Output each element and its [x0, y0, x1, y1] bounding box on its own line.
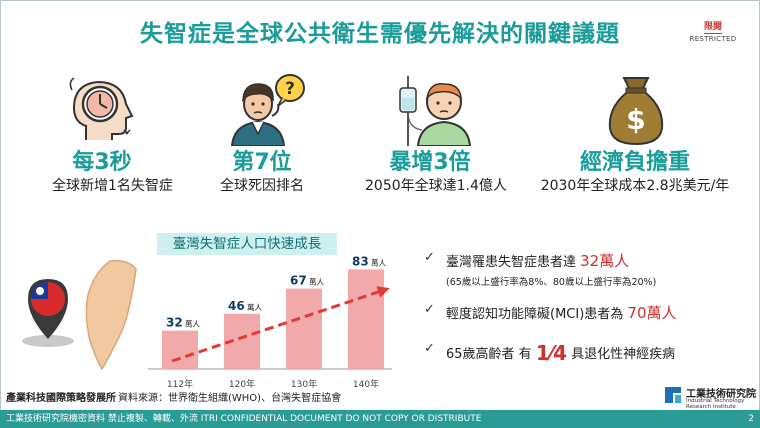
stat-new-case: 每3秒 全球新增1名失智症 — [52, 150, 173, 196]
bar-140年 — [348, 269, 384, 369]
bar-unit-label: 萬人 — [309, 277, 324, 287]
bullet-item: ✓ 65歲高齡者 有 1⁄4 具退化性神經疾病 — [424, 341, 744, 365]
confused-person-icon: ? — [230, 74, 305, 146]
bullet-highlight: 32萬人 — [580, 252, 630, 270]
trend-arrow-head — [376, 286, 390, 298]
check-icon: ✓ — [424, 341, 435, 356]
bullet-note: (65歲以上盛行率為8%、80歲以上盛行率為20%) — [446, 277, 657, 288]
x-tick-label: 130年 — [291, 378, 317, 390]
svg-text:$: $ — [626, 103, 645, 136]
bullet-highlight: 70萬人 — [627, 304, 677, 322]
brain-clock-icon — [69, 77, 134, 140]
bar-130年 — [286, 288, 322, 369]
patient-iv-icon — [399, 76, 472, 146]
check-icon: ✓ — [424, 250, 435, 265]
stat-value: 暴增3倍 — [389, 150, 471, 175]
bullet-item: ✓ 輕度認知功能障礙(MCI)患者為 70萬人 — [424, 302, 744, 323]
bar-value-label: 46 — [228, 299, 245, 313]
check-icon: ✓ — [424, 302, 435, 317]
bar-112年 — [162, 330, 198, 369]
restricted-badge: 限閱 RESTRICTED — [680, 14, 746, 43]
itri-logo-icon — [665, 387, 681, 403]
bar-unit-label: 萬人 — [247, 302, 262, 312]
restricted-label-zh: 限閱 — [703, 22, 722, 34]
slide-title: 失智症是全球公共衛生需優先解決的關鍵議題 — [140, 21, 620, 47]
bar-unit-label: 萬人 — [371, 257, 386, 267]
stat-caption: 2050年全球達1.4億人 — [365, 178, 507, 194]
taiwan-map-icon — [22, 259, 137, 371]
source-note: 資料來源：世界衛生組織(WHO)、台灣失智症協會 — [118, 393, 342, 404]
chart-title: 臺灣失智症人口快速成長 — [157, 233, 337, 255]
restricted-label-en: RESTRICTED — [689, 35, 737, 43]
logo-name-en: Industrial Technology Research Institute — [686, 398, 746, 410]
bullet-text: 臺灣罹患失智症患者達 — [446, 255, 581, 270]
key-points: ✓ 臺灣罹患失智症患者達 32萬人 (65歲以上盛行率為8%、80歲以上盛行率為… — [424, 250, 744, 365]
bar-value-label: 32 — [166, 316, 183, 330]
stat-economic-burden: 經濟負擔重 2030年全球成本2.8兆美元/年 — [530, 150, 740, 196]
money-bag-icon: $ — [608, 77, 664, 146]
stat-death-rank: 第7位 全球死因排名 — [212, 150, 312, 196]
bar-unit-label: 萬人 — [185, 319, 200, 329]
fraction-highlight: 1⁄4 — [535, 341, 567, 365]
itri-logo: 工業技術研究院 Industrial Technology Research In… — [664, 385, 756, 410]
bullet-text: 65歲高齡者 有 — [446, 347, 536, 362]
confidential-notice: 工業技術研究院機密資料 禁止複製、轉載、外流 ITRI CONFIDENTIAL… — [6, 414, 482, 424]
stat-caption: 全球新增1名失智症 — [52, 178, 173, 194]
stat-caption: 全球死因排名 — [220, 178, 304, 194]
stat-value: 經濟負擔重 — [579, 150, 690, 175]
logo-name-en-line: Industrial Technology — [686, 398, 745, 404]
stat-caption: 2030年全球成本2.8兆美元/年 — [540, 178, 730, 194]
trend-arrow-line — [171, 287, 387, 363]
bar-value-label: 67 — [290, 274, 307, 288]
bullet-text: 輕度認知功能障礙(MCI)患者為 — [446, 307, 628, 322]
bullet-text: 具退化性神經疾病 — [566, 347, 676, 362]
logo-name-zh: 工業技術研究院 — [686, 389, 756, 400]
bullet-item: ✓ 臺灣罹患失智症患者達 32萬人 (65歲以上盛行率為8%、80歲以上盛行率為… — [424, 250, 744, 288]
page-number: 2 — [748, 414, 754, 424]
footer-bar: 工業技術研究院機密資料 禁止複製、轉載、外流 ITRI CONFIDENTIAL… — [0, 410, 760, 428]
svg-text:?: ? — [285, 79, 295, 99]
org-name: 產業科技國際策略發展所 — [6, 393, 116, 404]
x-tick-label: 112年 — [167, 378, 193, 390]
x-tick-label: 120年 — [229, 378, 255, 390]
bar-value-label: 83 — [352, 254, 369, 268]
x-tick-label: 140年 — [353, 378, 379, 390]
stat-value: 第7位 — [232, 150, 292, 175]
stat-value: 每3秒 — [72, 150, 132, 175]
stat-growth: 暴增3倍 2050年全球達1.4億人 — [365, 150, 507, 196]
logo-name-en-line: Research Institute — [686, 404, 736, 410]
